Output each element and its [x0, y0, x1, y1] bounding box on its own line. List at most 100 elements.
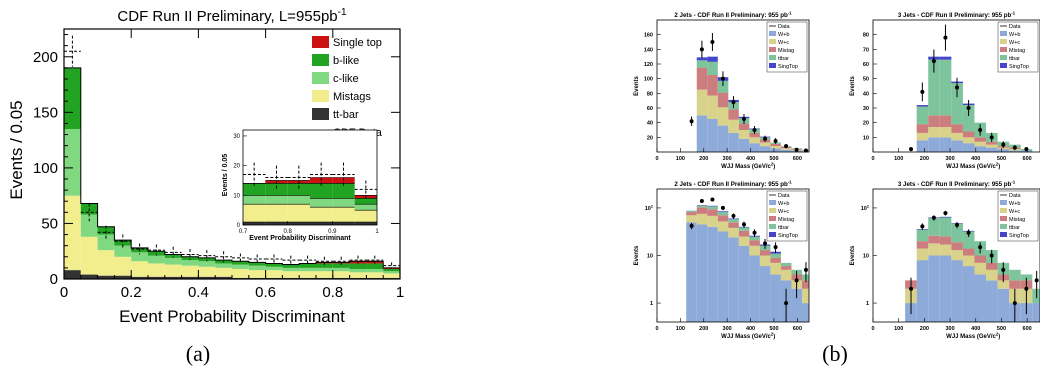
- bar-c-like: [97, 234, 115, 251]
- data-point: [773, 139, 778, 143]
- bar-mistag: [916, 124, 929, 133]
- inset-bar-b-like: [265, 183, 288, 196]
- data-point: [773, 245, 778, 250]
- data-point: [966, 230, 971, 235]
- legend-swatch: [769, 31, 776, 36]
- bar-w-b: [696, 224, 708, 322]
- panel-a-data-points: [64, 35, 400, 269]
- inset-x-tick-label: 0.9: [328, 229, 337, 235]
- legend-swatch: [1000, 39, 1007, 44]
- data-point: [1001, 142, 1006, 147]
- bar-c-like: [232, 264, 249, 269]
- subplot-data: [909, 210, 1039, 322]
- bar-w-c: [974, 141, 987, 147]
- inset-x-tick-label: 0.8: [283, 229, 292, 235]
- data-point: [803, 267, 808, 272]
- bar-w-c: [770, 146, 781, 149]
- bar-w-b: [770, 148, 781, 152]
- bar-b-like: [64, 67, 81, 129]
- bar-mistags: [316, 271, 333, 278]
- bar-mistag: [728, 109, 739, 120]
- x-tick-label: 500: [997, 326, 1006, 332]
- legend-label: ttbar: [778, 225, 789, 231]
- legend-label: W+c: [1009, 40, 1020, 46]
- inset-bar-b-like: [332, 183, 355, 199]
- bar-w-b: [962, 266, 975, 322]
- legend-label: ttbar: [1009, 56, 1020, 62]
- panel-b-subplot: 0 100 200 300 400 500 600 1 10 102 2 Jets - CDF Ru…: [634, 180, 810, 340]
- bar-w-b: [962, 143, 975, 152]
- legend-label: SingTop: [778, 233, 798, 239]
- data-point: [943, 35, 948, 40]
- subplot-data: [689, 197, 808, 322]
- legend-label: Single top: [333, 37, 382, 49]
- data-point: [710, 197, 715, 202]
- data-point: [752, 230, 757, 235]
- bar-w-c: [707, 215, 718, 227]
- bar-mistags: [181, 265, 199, 277]
- bar-ttbar: [939, 217, 952, 237]
- bar-ttbar: [928, 218, 940, 236]
- x-tick-label: 200: [699, 326, 708, 332]
- legend-swatch: [312, 36, 329, 48]
- inset-frame: [242, 129, 378, 226]
- x-tick-label: 500: [997, 156, 1006, 162]
- subplot-xlabel: WJJ Mass (GeV/c2): [721, 332, 775, 340]
- x-tick-label: 100: [894, 326, 903, 332]
- bar-ttbar: [707, 61, 718, 75]
- inset-bar-tt-bar: [265, 222, 288, 225]
- bar-mistags: [383, 273, 400, 278]
- y-tick-label: 140: [644, 47, 653, 53]
- x-tick-label: 300: [723, 156, 732, 162]
- data-point: [763, 241, 768, 246]
- inset-bar-tt-bar: [354, 222, 377, 225]
- x-tick-label: 600: [793, 326, 802, 332]
- x-tick-label: 400: [971, 326, 980, 332]
- bar-ttbar: [962, 231, 975, 249]
- bar-w-b: [707, 119, 718, 152]
- legend-swatch: [312, 90, 329, 102]
- bar-w-c: [986, 269, 998, 281]
- data-point: [794, 147, 799, 152]
- bar-mistag: [951, 124, 963, 133]
- inset-bar-mistags: [354, 210, 377, 223]
- bar-mistags: [164, 264, 182, 277]
- bar-mistag: [696, 67, 708, 90]
- legend-swatch: [1000, 200, 1007, 205]
- legend-swatch: [1000, 55, 1007, 60]
- bar-ttbar: [728, 219, 739, 223]
- bar-w-b: [770, 274, 781, 322]
- bar-ttbar: [1009, 269, 1021, 281]
- bar-w-c: [939, 127, 952, 138]
- bar-b-like: [282, 264, 300, 268]
- legend-swatch: [769, 200, 776, 205]
- legend-swatch: [769, 39, 776, 44]
- legend-swatch: [312, 108, 329, 120]
- legend-label: W+b: [778, 32, 789, 38]
- bar-ttbar: [717, 212, 729, 216]
- bar-mistags: [232, 269, 249, 278]
- inset-bar-c-like: [310, 198, 333, 208]
- bar-singtop: [916, 105, 929, 107]
- bar-w-c: [717, 221, 729, 232]
- data-point: [731, 213, 736, 218]
- legend-label: Data: [1009, 24, 1022, 30]
- legend-label: Mistag: [778, 48, 794, 54]
- legend-swatch: [769, 63, 776, 68]
- bar-w-c: [759, 255, 771, 267]
- inset-bar-c-like: [354, 204, 377, 211]
- subplot-xlabel: WJJ Mass (GeV/c2): [946, 162, 1000, 170]
- inset-x-tick-label: 0.7: [239, 229, 248, 235]
- bar-mistag: [707, 209, 718, 216]
- subplot-legend: Data W+b W+c Mistag ttbar SingTop: [766, 190, 808, 242]
- bar-mistag: [916, 241, 929, 249]
- bar-b-like: [97, 226, 115, 235]
- x-tick-label: 0: [871, 326, 874, 332]
- bar-tt-bar: [215, 276, 232, 279]
- bar-w-b: [738, 138, 750, 152]
- bar-mistags: [148, 263, 165, 277]
- bar-c-like: [131, 252, 148, 262]
- x-tick-label: 100: [676, 156, 685, 162]
- legend-label: Mistag: [778, 217, 794, 223]
- subplot-bars: [696, 56, 809, 152]
